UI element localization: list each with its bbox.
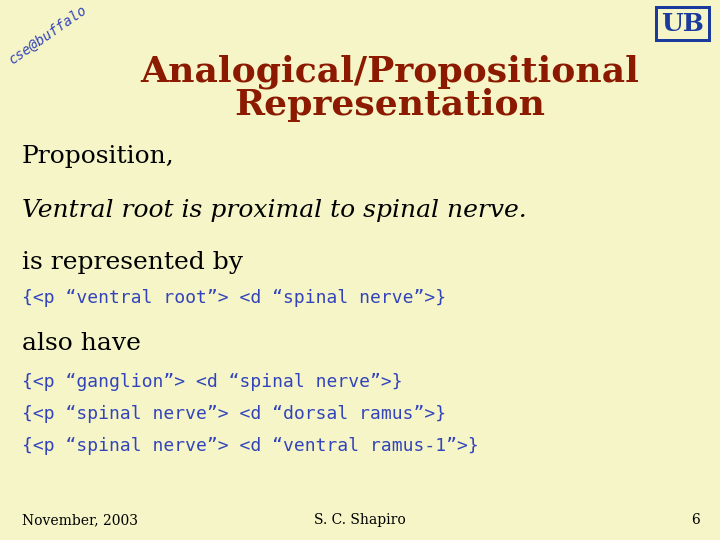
Text: {<p “ventral root”> <d “spinal nerve”>}: {<p “ventral root”> <d “spinal nerve”>}: [22, 289, 446, 307]
Text: S. C. Shapiro: S. C. Shapiro: [314, 513, 406, 527]
Text: {<p “spinal nerve”> <d “dorsal ramus”>}: {<p “spinal nerve”> <d “dorsal ramus”>}: [22, 405, 446, 423]
Text: is represented by: is represented by: [22, 251, 243, 273]
Bar: [655, 6, 711, 42]
Text: 6: 6: [691, 513, 700, 527]
Text: UB: UB: [662, 12, 704, 36]
Text: {<p “ganglion”> <d “spinal nerve”>}: {<p “ganglion”> <d “spinal nerve”>}: [22, 373, 402, 391]
Text: Representation: Representation: [235, 88, 546, 122]
Bar: [658, 9, 708, 39]
Text: {<p “spinal nerve”> <d “ventral ramus-1”>}: {<p “spinal nerve”> <d “ventral ramus-1”…: [22, 437, 479, 455]
Text: also have: also have: [22, 332, 141, 354]
Text: Proposition,: Proposition,: [22, 145, 175, 168]
Text: Ventral root is proximal to spinal nerve.: Ventral root is proximal to spinal nerve…: [22, 199, 527, 221]
Text: November, 2003: November, 2003: [22, 513, 138, 527]
Text: Analogical/Propositional: Analogical/Propositional: [140, 55, 639, 89]
Text: cse@buffalo: cse@buffalo: [6, 3, 90, 67]
